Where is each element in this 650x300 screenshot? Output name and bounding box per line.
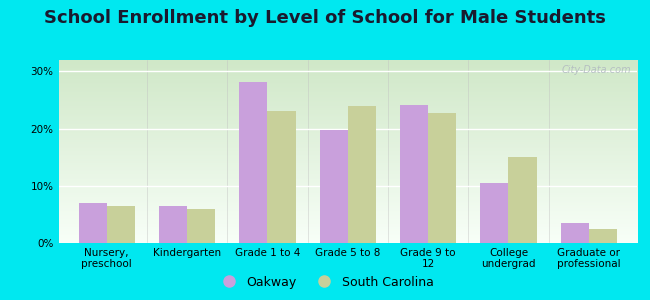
Bar bbox=[320, 130, 348, 243]
Text: School Enrollment by Level of School for Male Students: School Enrollment by Level of School for… bbox=[44, 9, 606, 27]
Bar bbox=[400, 105, 428, 243]
Bar bbox=[561, 223, 589, 243]
Bar bbox=[239, 82, 267, 243]
Bar bbox=[480, 183, 508, 243]
Bar bbox=[428, 113, 456, 243]
Bar bbox=[267, 112, 296, 243]
Bar bbox=[508, 157, 536, 243]
Bar bbox=[589, 229, 617, 243]
Text: City-Data.com: City-Data.com bbox=[562, 65, 631, 76]
Bar bbox=[159, 206, 187, 243]
Bar bbox=[348, 106, 376, 243]
Bar bbox=[187, 209, 215, 243]
Bar bbox=[107, 206, 135, 243]
Legend: Oakway, South Carolina: Oakway, South Carolina bbox=[211, 271, 439, 294]
Bar bbox=[79, 203, 107, 243]
